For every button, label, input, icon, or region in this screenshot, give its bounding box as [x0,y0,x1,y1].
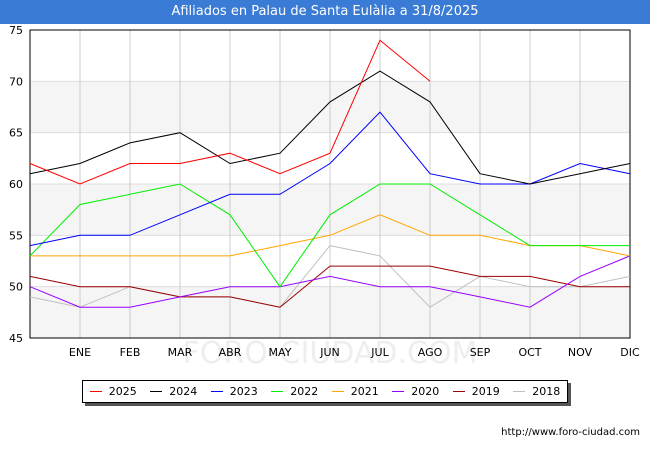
series-line-2024 [29,70,631,185]
x-tick-label: ABR [219,346,242,359]
x-tick-label: JUN [319,346,340,359]
legend-label: 2021 [350,385,379,398]
legend-swatch [452,391,465,392]
legend-label: 2022 [290,385,319,398]
x-tick-label: FEB [120,346,141,359]
x-tick-label: DIC [620,346,640,359]
legend-swatch [271,391,284,392]
x-axis-ticks: ENE FEB MAR ABR MAY JUN JUL AGO SEP OCT NOV DIC [69,346,640,359]
x-tick-label: ENE [69,346,91,359]
x-tick-label: MAR [168,346,193,359]
series-line-2019 [29,265,630,308]
legend: 2025 2024 2023 2022 2021 2020 2019 2018 [82,380,568,403]
series-line-2025 [29,39,431,185]
legend-label: 2024 [169,385,198,398]
legend-swatch [392,391,405,392]
y-tick-label: 45 [9,332,23,345]
legend-swatch [513,391,526,392]
series-line-2020 [29,255,631,308]
legend-item-2024: 2024 [150,385,197,398]
y-axis-ticks: 45 50 55 60 65 70 75 [9,24,23,345]
legend-label: 2020 [411,385,440,398]
legend-item-2021: 2021 [331,385,379,398]
legend-label: 2019 [471,385,500,398]
series-lines [29,39,631,308]
chart-title: Afiliados en Palau de Santa Eulàlia a 31… [0,0,650,24]
legend-item-2018: 2018 [513,385,560,398]
x-tick-label: OCT [518,346,541,359]
y-tick-label: 60 [9,178,23,191]
x-tick-label: AGO [418,346,443,359]
legend-item-2020: 2020 [392,385,439,398]
y-tick-label: 65 [9,127,23,140]
y-tick-label: 75 [9,24,23,37]
legend-swatch [89,391,102,392]
legend-label: 2025 [108,385,137,398]
footer-url[interactable]: http://www.foro-ciudad.com [501,427,640,438]
legend-swatch [150,391,163,392]
legend-swatch [331,391,344,392]
y-tick-label: 70 [9,75,23,88]
x-tick-label: MAY [269,346,292,359]
legend-label: 2018 [532,385,561,398]
y-tick-label: 55 [9,229,23,242]
legend-item-2019: 2019 [452,385,500,398]
legend-item-2022: 2022 [271,385,318,398]
legend-item-2025: 2025 [89,385,137,398]
x-tick-label: JUL [370,346,389,359]
series-line-2022 [29,183,630,288]
plot-frame [29,29,631,339]
watermark: FORO-CIUDAD.COM [183,336,478,371]
y-tick-label: 50 [9,281,23,294]
x-tick-label: SEP [470,346,491,359]
legend-item-2023: 2023 [210,385,258,398]
legend-label: 2023 [229,385,258,398]
legend-swatch [210,391,223,392]
x-tick-label: NOV [568,346,593,359]
